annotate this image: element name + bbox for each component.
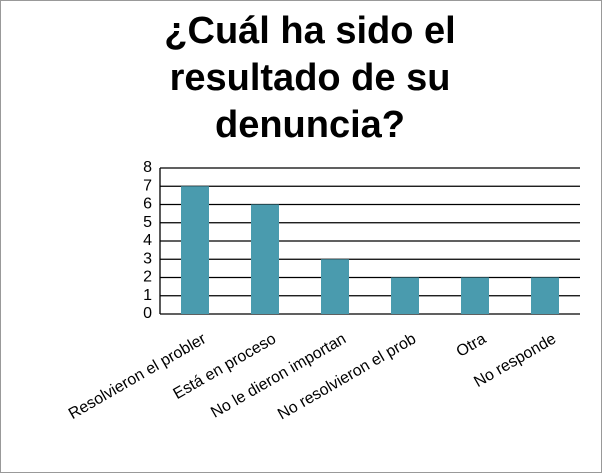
bar bbox=[321, 259, 349, 314]
chart-title: ¿Cuál ha sido el resultado de su denunci… bbox=[164, 10, 456, 146]
y-tick-label: 2 bbox=[143, 269, 152, 286]
y-tick-label: 8 bbox=[143, 159, 152, 176]
y-tick-label: 1 bbox=[143, 287, 152, 304]
y-tick-label: 3 bbox=[143, 250, 152, 267]
bar bbox=[181, 186, 209, 314]
y-tick-label: 6 bbox=[143, 196, 152, 213]
y-tick-label: 0 bbox=[143, 305, 152, 322]
bar bbox=[391, 277, 419, 314]
bar bbox=[461, 277, 489, 314]
bar bbox=[531, 277, 559, 314]
bar bbox=[251, 204, 279, 314]
y-tick-label: 4 bbox=[143, 232, 152, 249]
x-tick-label: Resolvieron el probler bbox=[66, 330, 210, 423]
x-tick-label: Otra bbox=[454, 330, 490, 360]
y-tick-label: 5 bbox=[143, 214, 152, 231]
y-tick-label: 7 bbox=[143, 177, 152, 194]
